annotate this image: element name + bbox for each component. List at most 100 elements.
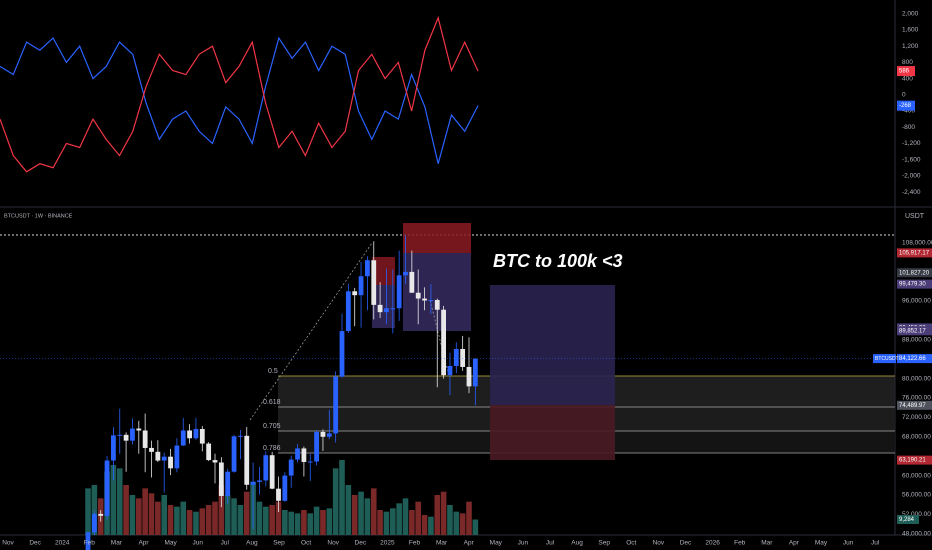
candle-body — [333, 376, 339, 434]
candle-body — [218, 462, 224, 496]
price-label-box — [897, 400, 932, 410]
volume-bar — [301, 510, 307, 535]
volume-bar — [136, 498, 142, 535]
x-tick-label: Nov — [327, 540, 339, 547]
y-tick-label: 1,200 — [902, 43, 919, 50]
y-tick-label: 96,000.00 — [902, 298, 931, 305]
y-tick-label: 48,000.00 — [902, 531, 931, 538]
x-tick-label: May — [164, 540, 177, 547]
price-label: 74,489.97 — [899, 403, 926, 409]
indicator-line — [0, 15, 479, 173]
y-tick-label: -2,000 — [902, 173, 921, 180]
position-loss-zone — [403, 223, 471, 253]
x-tick-label: Jun — [518, 540, 529, 547]
candle-body — [377, 304, 383, 313]
volume-bar — [332, 468, 339, 535]
candle-body — [161, 456, 167, 461]
x-tick-label: Sep — [598, 540, 610, 547]
volume-bar — [263, 506, 269, 535]
volume-bar — [421, 515, 428, 535]
candle-body — [263, 455, 269, 481]
candle-body — [295, 448, 300, 460]
x-tick-label: Aug — [246, 540, 258, 547]
candle-body — [371, 260, 377, 305]
volume-bar — [326, 508, 333, 535]
x-tick-label: Oct — [301, 540, 311, 547]
y-tick-label: -800 — [902, 124, 915, 131]
annotation: BTC to 100k <3 — [493, 251, 623, 271]
volume-bar — [110, 465, 117, 535]
candle-body — [466, 366, 472, 387]
volume-bar — [307, 513, 314, 535]
volume-bar — [453, 511, 460, 535]
volume-bar — [180, 501, 187, 535]
candle-body — [117, 434, 123, 436]
candle-body — [85, 532, 91, 550]
volume-bar — [351, 495, 358, 535]
y-tick-label: -1,600 — [902, 156, 921, 163]
y-tick-label: 108,000.00 — [902, 240, 932, 247]
price-label-box — [897, 268, 932, 278]
candle-body — [225, 471, 231, 496]
fib-label: 0.786 — [263, 445, 281, 452]
volume-bar — [415, 501, 421, 535]
last-value-box — [897, 100, 915, 111]
candle-body — [320, 431, 326, 437]
candle-body — [231, 436, 237, 472]
x-tick-label: Apr — [464, 540, 475, 547]
x-tick-label: Sep — [273, 540, 285, 547]
candle-body — [396, 275, 402, 309]
y-tick-label: 1,600 — [902, 27, 919, 34]
x-tick-label: Mar — [436, 540, 448, 547]
candle-body — [149, 447, 154, 452]
x-tick-label: Mar — [111, 540, 123, 547]
volume-bar — [142, 488, 148, 535]
candle-body — [390, 308, 396, 310]
volume-bar — [440, 491, 447, 535]
volume-bar — [275, 501, 282, 535]
x-tick-label: Dec — [680, 540, 692, 547]
y-tick-label: 52,000.00 — [902, 511, 931, 518]
x-tick-label: Jun — [843, 540, 854, 547]
y-tick-label: -2,400 — [902, 189, 921, 196]
candle-body — [91, 513, 97, 533]
y-tick-label: 0 — [902, 92, 906, 99]
volume-bar — [174, 506, 180, 535]
x-tick-label: 2026 — [705, 540, 720, 547]
candle-body — [155, 451, 161, 461]
candle-body — [174, 445, 180, 469]
x-tick-label: May — [490, 540, 503, 547]
candle-body — [409, 271, 415, 293]
volume-bar — [224, 495, 231, 535]
volume-bar — [116, 468, 123, 535]
candle-body — [339, 331, 345, 377]
x-tick-label: Feb — [409, 540, 421, 547]
volume-bar — [237, 505, 244, 535]
volume-bar — [231, 498, 237, 535]
volume-label-box — [897, 515, 919, 525]
candle-body — [250, 481, 256, 485]
price-label: 101,827.20 — [899, 270, 930, 276]
price-label-box — [897, 455, 932, 465]
candle-body — [288, 459, 294, 476]
volume-bar — [358, 491, 364, 535]
volume-bar — [193, 511, 199, 535]
x-tick-label: Nov — [653, 540, 665, 547]
x-tick-label: 2025 — [380, 540, 395, 547]
x-tick-label: Oct — [626, 540, 636, 547]
candle-body — [180, 430, 186, 446]
position-profit-zone — [372, 285, 395, 328]
volume-bar — [85, 488, 91, 535]
candle-body — [276, 488, 281, 501]
candle-body — [193, 429, 199, 439]
volume-bar — [383, 511, 390, 535]
fib-label: 0.705 — [263, 423, 281, 430]
candle-body — [365, 260, 370, 277]
volume-bar — [377, 510, 383, 535]
x-tick-label: May — [815, 540, 828, 547]
y-tick-label: 72,000.00 — [902, 414, 931, 421]
fib-label: 0.618 — [263, 399, 281, 406]
x-tick-label: Mar — [761, 540, 773, 547]
volume-bar — [345, 485, 352, 535]
candle-body — [212, 460, 218, 463]
